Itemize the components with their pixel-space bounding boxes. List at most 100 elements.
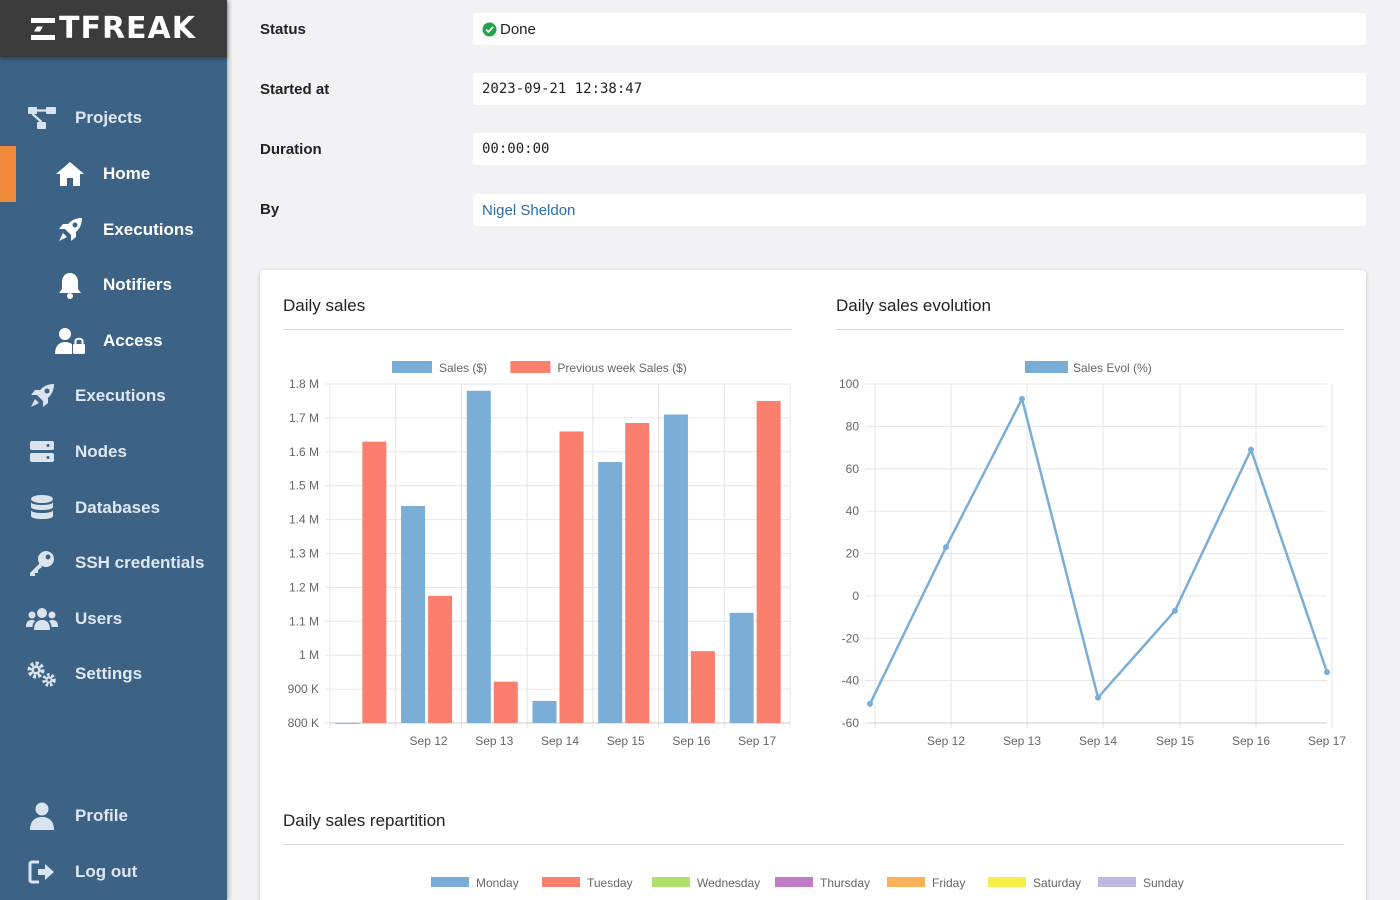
sidebar-item-databases[interactable]: Databases bbox=[0, 486, 227, 530]
data-point bbox=[1095, 694, 1101, 701]
sidebar-item-home[interactable]: Home bbox=[0, 146, 227, 202]
y-tick-label: 900 K bbox=[288, 682, 319, 696]
data-point bbox=[1248, 446, 1254, 453]
legend-label: Wednesday bbox=[697, 876, 760, 890]
legend-label: Monday bbox=[476, 876, 519, 890]
repartition-title: Daily sales repartition bbox=[283, 811, 446, 830]
bar bbox=[625, 422, 650, 723]
started-at-value: 2023-09-21 12:38:47 bbox=[473, 73, 1366, 105]
daily-sales-divider bbox=[283, 329, 791, 330]
legend-label: Sunday bbox=[1143, 876, 1184, 890]
legend-label: Sales Evol (%) bbox=[1073, 361, 1152, 375]
sidebar-item-label: Databases bbox=[75, 498, 161, 517]
started-at-label: Started at bbox=[260, 81, 330, 98]
stats-card: Daily sales Daily sales evolution 800 K 9… bbox=[260, 270, 1366, 900]
daily-sales-repartition-legend: Monday Tuesday Wednesday Thursday Friday Satu… bbox=[431, 876, 1184, 890]
sidebar-item-label: Projects bbox=[75, 108, 143, 127]
daily-sales-title: Daily sales bbox=[283, 296, 366, 315]
sidebar-item-nodes[interactable]: Nodes bbox=[0, 430, 227, 474]
y-tick-label: 800 K bbox=[288, 716, 319, 730]
bar bbox=[559, 431, 584, 723]
y-tick-label: 1.5 M bbox=[289, 479, 319, 493]
x-tick-label: Sep 14 bbox=[541, 734, 579, 748]
project-diagram-icon bbox=[26, 102, 58, 134]
by-label: By bbox=[260, 201, 280, 218]
legend-swatch bbox=[652, 877, 690, 887]
x-tick-label: Sep 16 bbox=[672, 734, 710, 748]
sidebar-item-access[interactable]: Access bbox=[0, 319, 227, 363]
sidebar-item-ssh-credentials[interactable]: SSH credentials bbox=[0, 541, 227, 585]
bar bbox=[663, 414, 688, 723]
by-user-link[interactable]: Nigel Sheldon bbox=[482, 201, 576, 219]
sidebar-item-project-executions[interactable]: Executions bbox=[0, 208, 227, 252]
database-icon bbox=[26, 492, 58, 524]
bar bbox=[401, 506, 426, 723]
bar bbox=[335, 722, 360, 724]
logo[interactable]: TFREAK bbox=[0, 0, 227, 57]
y-tick-label: 20 bbox=[846, 547, 860, 561]
home-icon bbox=[54, 158, 86, 190]
x-tick-label: Sep 13 bbox=[475, 734, 513, 748]
y-tick-label: 1.6 M bbox=[289, 445, 319, 459]
x-tick-label: Sep 15 bbox=[1156, 734, 1194, 748]
logo-icon bbox=[30, 17, 55, 40]
duration-label: Duration bbox=[260, 141, 322, 158]
daily-sales-chart: 800 K 900 K 1 M 1.1 M 1.2 M 1.3 M 1.4 M 1.5 M 1.… bbox=[288, 361, 791, 748]
y-tick-label: 1 M bbox=[299, 648, 319, 662]
sidebar-item-notifiers[interactable]: Notifiers bbox=[0, 263, 227, 307]
legend-swatch bbox=[542, 877, 580, 887]
y-tick-label: 1.8 M bbox=[289, 377, 319, 391]
sign-out-icon bbox=[26, 856, 58, 888]
sidebar-item-projects[interactable]: Projects bbox=[0, 96, 227, 140]
sidebar-item-label: Log out bbox=[75, 862, 138, 881]
legend-swatch bbox=[887, 877, 925, 887]
check-circle-icon bbox=[482, 22, 497, 37]
data-point bbox=[1172, 607, 1178, 614]
sidebar-item-settings[interactable]: Settings bbox=[0, 652, 227, 696]
y-tick-label: 1.4 M bbox=[289, 513, 319, 527]
x-tick-label: Sep 17 bbox=[738, 734, 776, 748]
data-point bbox=[1324, 669, 1330, 676]
bar bbox=[690, 651, 715, 723]
legend-label: Saturday bbox=[1033, 876, 1081, 890]
bar bbox=[532, 700, 557, 723]
series-line bbox=[868, 395, 1329, 705]
x-tick-label: Sep 12 bbox=[410, 734, 448, 748]
key-icon bbox=[26, 547, 58, 579]
sidebar-item-label: Nodes bbox=[75, 442, 127, 461]
data-point bbox=[867, 700, 873, 707]
bar bbox=[428, 595, 453, 723]
user-icon bbox=[26, 800, 58, 832]
legend-swatch bbox=[775, 877, 813, 887]
y-tick-label: -20 bbox=[842, 631, 860, 645]
sidebar-item-logout[interactable]: Log out bbox=[0, 850, 227, 894]
repartition-divider bbox=[283, 844, 1344, 845]
sidebar-item-executions[interactable]: Executions bbox=[0, 374, 227, 418]
logo-text: TFREAK bbox=[58, 11, 196, 46]
users-icon bbox=[26, 603, 58, 635]
sidebar-item-users[interactable]: Users bbox=[0, 597, 227, 641]
bar bbox=[362, 441, 387, 723]
status-field: Done bbox=[473, 13, 1366, 45]
sidebar-item-label: Notifiers bbox=[103, 275, 172, 294]
daily-sales-evolution-chart: -60 -40 -20 0 20 40 60 80 100 Sep 12 Sep 13 Sep 14 S… bbox=[839, 361, 1346, 748]
y-tick-label: -40 bbox=[842, 674, 860, 688]
sidebar-item-profile[interactable]: Profile bbox=[0, 794, 227, 838]
x-tick-label: Sep 17 bbox=[1308, 734, 1346, 748]
server-icon bbox=[26, 436, 58, 468]
rocket-icon bbox=[54, 214, 86, 246]
data-point bbox=[1019, 395, 1025, 402]
y-tick-label: 100 bbox=[839, 377, 859, 391]
legend-swatch bbox=[510, 361, 551, 373]
x-tick-label: Sep 16 bbox=[1232, 734, 1270, 748]
legend-swatch bbox=[988, 877, 1026, 887]
bar bbox=[729, 612, 754, 723]
y-tick-label: 1.2 M bbox=[289, 580, 319, 594]
legend-label: Thursday bbox=[820, 876, 870, 890]
sidebar-item-label: Settings bbox=[75, 664, 143, 683]
evolution-divider bbox=[836, 329, 1344, 330]
sidebar-item-label: Executions bbox=[75, 386, 166, 405]
bell-icon bbox=[54, 269, 86, 301]
sidebar-item-label: Users bbox=[75, 609, 123, 628]
x-tick-label: Sep 13 bbox=[1003, 734, 1041, 748]
